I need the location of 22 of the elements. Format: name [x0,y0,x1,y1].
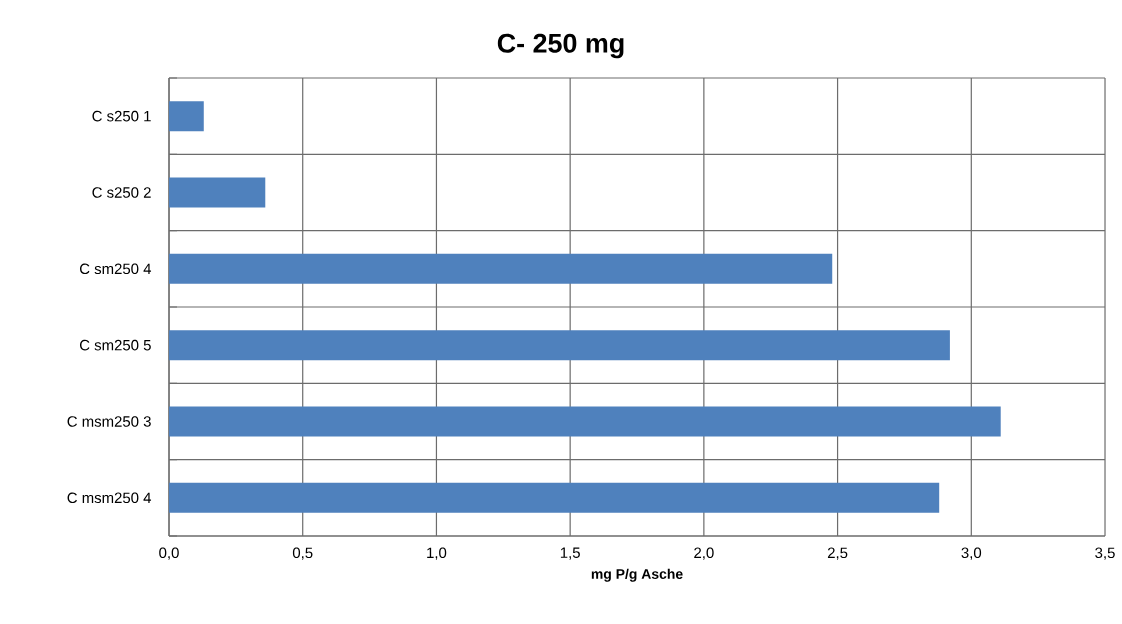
y-tick-label: C sm250 4 [79,263,152,275]
x-tick-label: 3,5 [1095,547,1115,560]
x-tick-label: 1,0 [427,547,447,560]
chart-title: C- 250 mg [497,33,624,59]
x-tick-label: 2,0 [694,547,714,560]
y-tick-label: C msm250 4 [67,492,152,504]
y-tick-label: C sm250 5 [79,339,151,351]
y-tick-label: C msm250 3 [67,416,151,427]
x-tick-label: 0,0 [159,547,179,560]
bar [169,253,833,284]
y-tick-label: C s250 1 [92,110,151,122]
x-tick-label: 3,0 [961,547,982,560]
x-axis-title: mg P/g Asche [591,568,683,582]
x-tick-label: 1,5 [560,547,580,560]
bar [169,482,940,513]
bar [169,101,204,132]
bar [169,330,950,361]
x-tick-label: 2,5 [827,547,848,560]
bar [169,406,1001,437]
bar [169,177,266,208]
y-tick-label: C s250 2 [92,187,151,198]
x-tick-label: 0,5 [292,547,313,560]
